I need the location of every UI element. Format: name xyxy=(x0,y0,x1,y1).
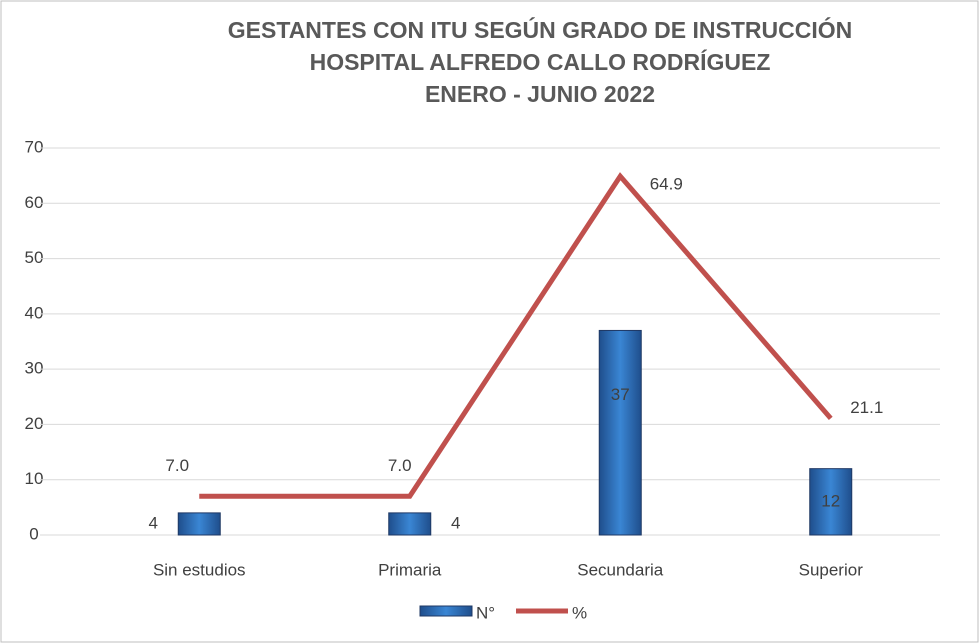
line-value-label: 7.0 xyxy=(388,456,412,475)
bar-value-label: 4 xyxy=(451,513,460,532)
bar xyxy=(809,468,853,536)
bar-value-label: 12 xyxy=(821,491,840,510)
y-tick-label: 50 xyxy=(25,248,44,267)
line-value-label: 21.1 xyxy=(850,398,883,417)
y-tick-label: 30 xyxy=(25,359,44,378)
line xyxy=(199,172,833,499)
legend-label: % xyxy=(572,603,587,622)
y-tick-label: 20 xyxy=(25,414,44,433)
x-tick-label: Primaria xyxy=(378,560,442,579)
chart-title: ENERO - JUNIO 2022 xyxy=(425,81,655,107)
x-tick-label: Superior xyxy=(799,560,864,579)
y-tick-label: 60 xyxy=(25,193,44,212)
x-tick-label: Sin estudios xyxy=(153,560,246,579)
y-tick-label: 70 xyxy=(25,137,44,156)
bar-value-label: 4 xyxy=(149,513,158,532)
x-tick-label: Secundaria xyxy=(577,560,664,579)
legend-label: N° xyxy=(476,603,495,622)
bar xyxy=(598,329,642,536)
y-tick-label: 0 xyxy=(29,524,38,543)
chart-title: GESTANTES CON ITU SEGÚN GRADO DE INSTRUC… xyxy=(228,16,852,43)
legend-swatch xyxy=(419,605,473,617)
bar-value-label: 37 xyxy=(611,385,630,404)
line-value-label: 64.9 xyxy=(650,175,683,194)
chart-title: HOSPITAL ALFREDO CALLO RODRÍGUEZ xyxy=(310,48,771,75)
y-tick-label: 10 xyxy=(25,469,44,488)
line-value-label: 7.0 xyxy=(165,456,189,475)
bar xyxy=(388,512,432,536)
bar xyxy=(177,512,221,536)
y-tick-label: 40 xyxy=(25,303,44,322)
